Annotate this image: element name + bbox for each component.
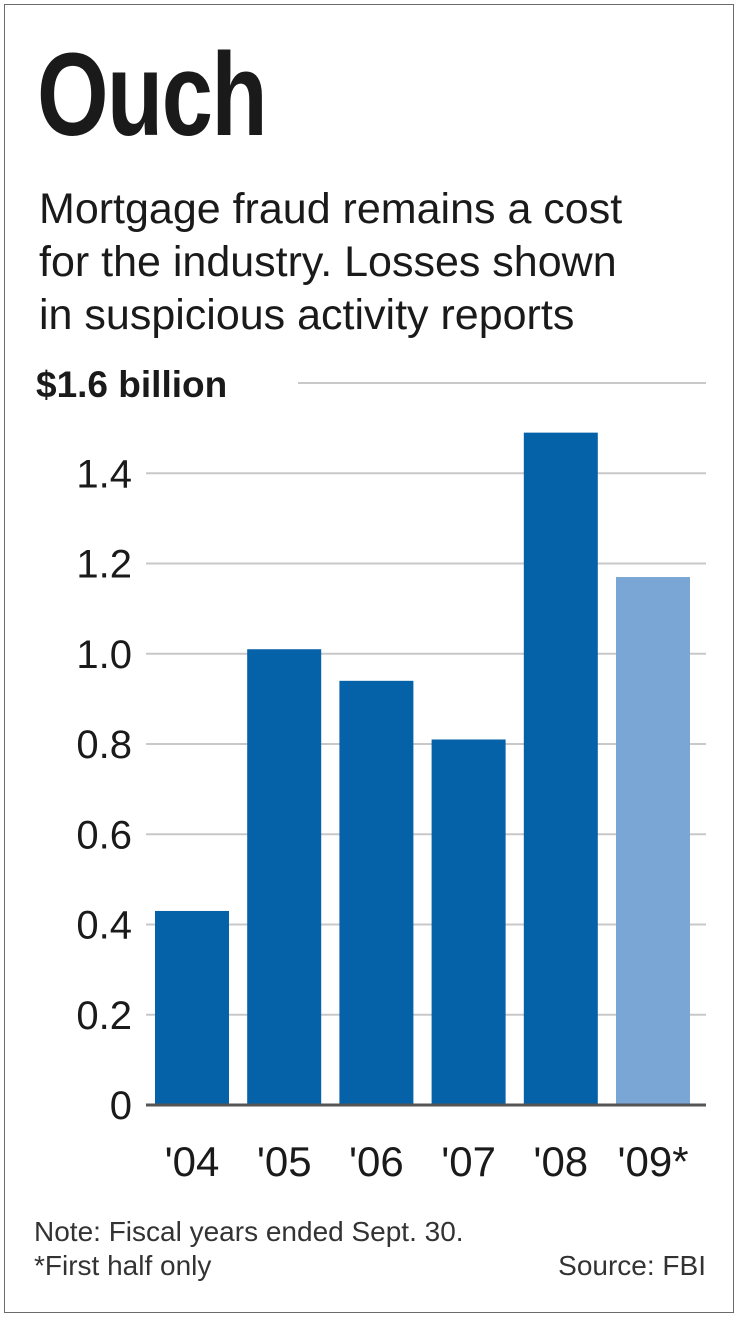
y-tick-label: 0.6: [76, 813, 132, 857]
chart-subtitle: Mortgage fraud remains a cost for the in…: [39, 183, 729, 342]
bar: [339, 680, 414, 1105]
bar: [247, 649, 322, 1105]
x-tick-label: '04: [165, 1138, 220, 1185]
chart-notes: Note: Fiscal years ended Sept. 30. *Firs…: [34, 1215, 464, 1283]
chart-title: Ouch: [37, 29, 268, 161]
y-tick-label: 0: [110, 1084, 132, 1128]
x-tick-label: '06: [349, 1138, 404, 1185]
bar: [431, 739, 506, 1105]
y-tick-label: 0.4: [76, 904, 132, 948]
fiscal-year-note: Note: Fiscal years ended Sept. 30.: [34, 1216, 464, 1247]
y-tick-label: 1.4: [76, 452, 132, 496]
source-credit: Source: FBI: [558, 1250, 706, 1281]
first-half-note: *First half only: [34, 1250, 212, 1281]
y-tick-label: 1.0: [76, 633, 132, 677]
bar: [523, 432, 598, 1105]
x-tick-label: '08: [533, 1138, 588, 1185]
x-tick-label: '05: [257, 1138, 312, 1185]
x-tick-label: '07: [441, 1138, 496, 1185]
subtitle-line: Mortgage fraud remains a cost: [39, 185, 623, 233]
y-tick-label: 0.8: [76, 723, 132, 767]
bar: [155, 910, 229, 1105]
x-tick-label: '09*: [617, 1138, 688, 1185]
subtitle-line: for the industry. Losses shown: [39, 238, 617, 286]
y-tick-label: 0.2: [76, 994, 132, 1038]
y-tick-label: 1.2: [76, 543, 132, 587]
bar: [616, 577, 690, 1105]
y-unit-label: $1.6 billion: [36, 364, 227, 405]
subtitle-line: in suspicious activity reports: [39, 291, 575, 339]
